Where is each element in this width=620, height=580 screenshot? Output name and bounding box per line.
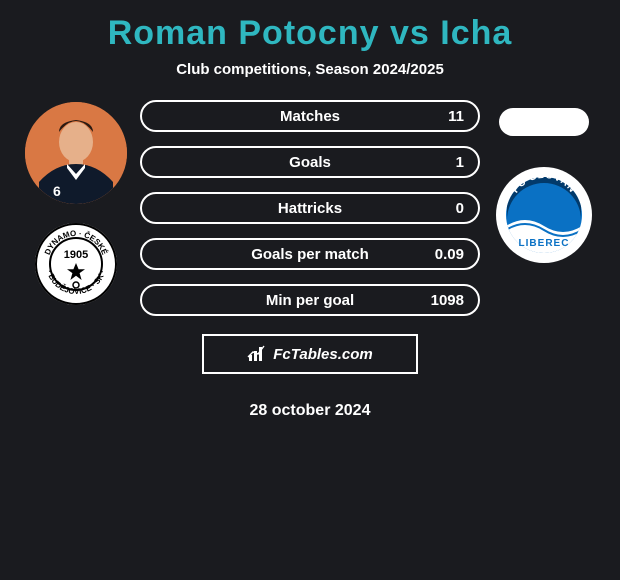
brand-text: FcTables.com	[273, 346, 372, 363]
left-column: 6 DYNAMO · ČESKÉ · BUDĚJOVICE	[16, 96, 136, 306]
slovan-badge-svg: FC SLOVAN LIBEREC	[495, 166, 593, 264]
player2-club-badge: FC SLOVAN LIBEREC	[495, 166, 593, 264]
player1-club-badge: DYNAMO · ČESKÉ · BUDĚJOVICE · SK · 1905	[34, 222, 118, 306]
date-text: 28 october 2024	[250, 402, 371, 420]
stat-label: Goals	[142, 154, 478, 171]
stat-label: Goals per match	[142, 246, 478, 263]
dynamo-badge-svg: DYNAMO · ČESKÉ · BUDĚJOVICE · SK · 1905	[34, 222, 118, 306]
main-row: 6 DYNAMO · ČESKÉ · BUDĚJOVICE	[0, 96, 620, 420]
bar-chart-icon	[247, 345, 267, 363]
player1-avatar-svg: 6	[25, 102, 127, 204]
svg-text:LIBEREC: LIBEREC	[519, 238, 570, 249]
stat-right-value: 11	[448, 108, 464, 125]
page-title: Roman Potocny vs Icha	[108, 14, 513, 53]
stat-row-goals: Goals 1	[140, 146, 480, 178]
stat-row-hattricks: Hattricks 0	[140, 192, 480, 224]
stat-row-matches: Matches 11	[140, 100, 480, 132]
subtitle: Club competitions, Season 2024/2025	[176, 61, 444, 78]
title-vs: vs	[390, 14, 430, 52]
player2-photo-placeholder	[499, 108, 589, 136]
stat-label: Min per goal	[142, 292, 478, 309]
svg-text:1905: 1905	[64, 249, 88, 261]
stats-column: Matches 11 Goals 1 Hattricks 0 Goals per…	[136, 96, 484, 420]
shirt-number: 6	[53, 183, 61, 199]
stat-right-value: 1098	[431, 292, 464, 309]
stat-label: Hattricks	[142, 200, 478, 217]
stat-row-min-per-goal: Min per goal 1098	[140, 284, 480, 316]
stat-right-value: 0.09	[435, 246, 464, 263]
title-player2: Icha	[440, 14, 512, 52]
stat-right-value: 1	[456, 154, 464, 171]
title-player1: Roman Potocny	[108, 14, 380, 52]
stat-row-goals-per-match: Goals per match 0.09	[140, 238, 480, 270]
player1-photo: 6	[25, 102, 127, 204]
stat-label: Matches	[142, 108, 478, 125]
right-column: FC SLOVAN LIBEREC	[484, 96, 604, 264]
brand-box[interactable]: FcTables.com	[202, 334, 418, 374]
infographic-container: Roman Potocny vs Icha Club competitions,…	[0, 0, 620, 420]
stat-right-value: 0	[456, 200, 464, 217]
